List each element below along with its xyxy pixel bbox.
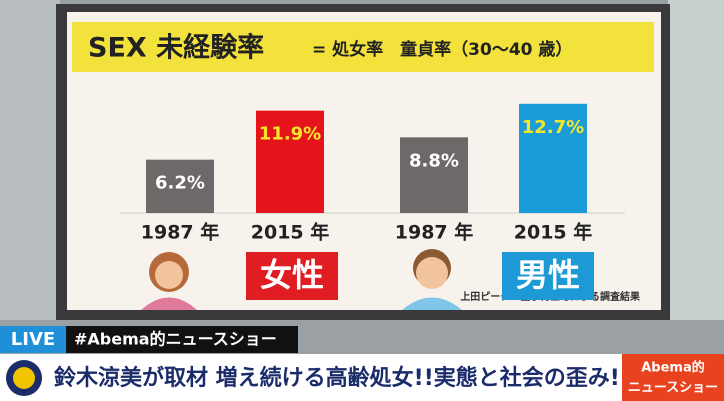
chart-subtitle: = 処女率 童貞率（30～40 歳） (312, 39, 572, 60)
headline: 鈴木涼美が取材 増え続ける高齢処女!!実態と社会の歪み! (54, 365, 620, 391)
studio-right (668, 0, 724, 320)
x-tick-label: 2015 年 (514, 221, 593, 244)
x-tick-label: 1987 年 (395, 221, 474, 244)
logo-line: ニュースショー (628, 381, 718, 396)
value-label: 12.7% (522, 117, 584, 138)
group-box (502, 252, 594, 300)
bar (146, 159, 214, 213)
group-label: 女性 (260, 256, 324, 294)
group-box (246, 252, 338, 300)
value-label: 11.9% (259, 124, 321, 145)
chart-title: SEX 未経験率 (88, 32, 264, 64)
bar (519, 103, 587, 213)
headline-bar (0, 354, 622, 401)
live-tag (0, 326, 66, 353)
target-icon-inner (13, 367, 35, 389)
value-label: 6.2% (155, 173, 205, 194)
female-icon (141, 252, 197, 310)
group-label: 男性 (516, 256, 580, 294)
bar (256, 110, 324, 213)
x-tick-label: 2015 年 (251, 221, 330, 244)
value-label: 8.8% (409, 150, 459, 171)
logo-box (622, 354, 724, 401)
program-tag (66, 326, 298, 353)
male-icon (402, 249, 462, 310)
program-label: #Abema的ニュースショー (74, 330, 277, 349)
x-tick-label: 1987 年 (141, 221, 220, 244)
bar (400, 137, 468, 213)
title-band (72, 22, 654, 72)
studio-left (0, 0, 60, 320)
logo-line: Abema的 (641, 360, 705, 376)
live-label: LIVE (11, 329, 55, 350)
